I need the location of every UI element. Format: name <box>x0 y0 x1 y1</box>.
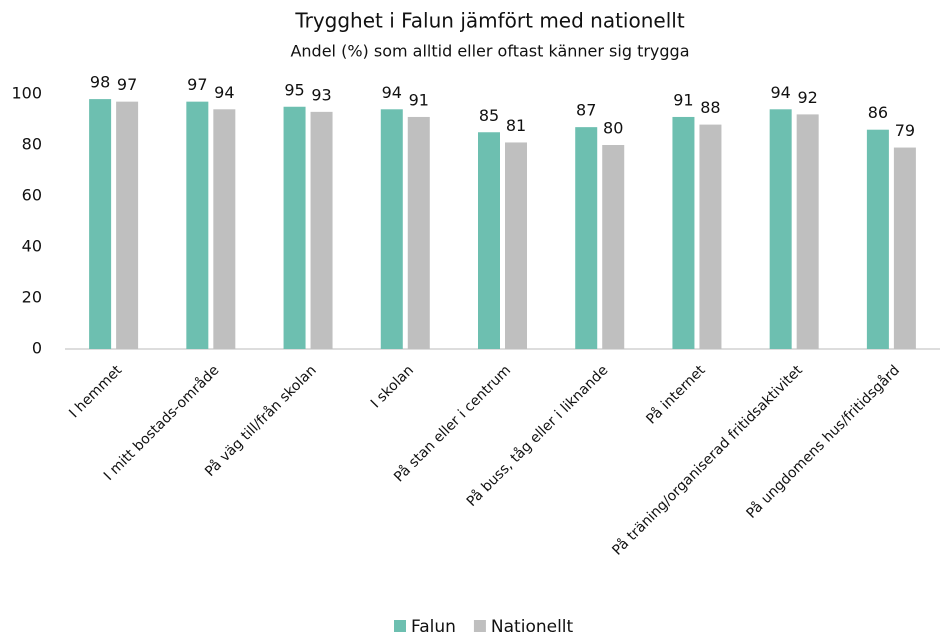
data-label: 97 <box>187 75 207 94</box>
data-label: 91 <box>409 90 429 109</box>
data-label: 81 <box>506 116 526 135</box>
y-tick-label: 40 <box>22 237 42 256</box>
bar <box>505 142 527 349</box>
data-label: 91 <box>673 90 693 109</box>
data-label: 86 <box>868 103 888 122</box>
y-tick-label: 100 <box>11 84 42 103</box>
legend-swatch <box>473 620 486 632</box>
bar <box>769 109 792 349</box>
data-label: 79 <box>895 121 915 140</box>
bar <box>672 116 695 349</box>
bar <box>866 129 889 349</box>
legend-swatch <box>394 620 406 632</box>
bar <box>380 109 403 349</box>
data-label: 88 <box>700 98 720 117</box>
legend-label: Nationellt <box>491 617 574 634</box>
bar <box>116 101 139 350</box>
chart-subtitle: Andel (%) som alltid eller oftast känner… <box>290 42 689 61</box>
data-label: 87 <box>576 101 596 120</box>
bar <box>893 147 916 349</box>
bar <box>602 145 625 349</box>
data-label: 93 <box>311 85 331 104</box>
x-tick-label: I hemmet <box>66 362 125 421</box>
x-tick-label: I skolan <box>368 362 417 411</box>
bar <box>796 114 819 350</box>
data-label: 94 <box>770 83 790 102</box>
bar <box>407 116 430 349</box>
bar <box>699 124 722 349</box>
chart-title: Trygghet i Falun jämfört med nationellt <box>294 9 685 33</box>
data-label: 95 <box>284 80 304 99</box>
bar <box>310 111 333 349</box>
data-label: 85 <box>479 106 499 125</box>
bar <box>575 127 598 350</box>
x-tick-label: På ungdomens hus/fritidsgård <box>743 362 903 522</box>
data-label: 94 <box>214 83 234 102</box>
data-label: 97 <box>117 75 137 94</box>
bar <box>283 106 306 349</box>
x-tick-label: På träning/organiserad fritidsaktivitet <box>609 361 806 558</box>
x-tick-label: På internet <box>643 361 709 427</box>
data-label: 92 <box>797 88 817 107</box>
bar <box>213 109 236 349</box>
bar <box>478 132 500 349</box>
bar <box>186 101 209 350</box>
bar <box>89 99 112 349</box>
data-label: 98 <box>90 73 110 92</box>
y-tick-label: 60 <box>22 186 42 205</box>
data-label: 94 <box>382 83 402 102</box>
y-tick-label: 80 <box>22 135 42 154</box>
y-tick-label: 20 <box>22 288 42 307</box>
legend-label: Falun <box>411 617 456 634</box>
x-tick-label: På väg till/från skolan <box>201 362 319 480</box>
data-label: 80 <box>603 119 623 138</box>
y-tick-label: 0 <box>32 339 42 358</box>
